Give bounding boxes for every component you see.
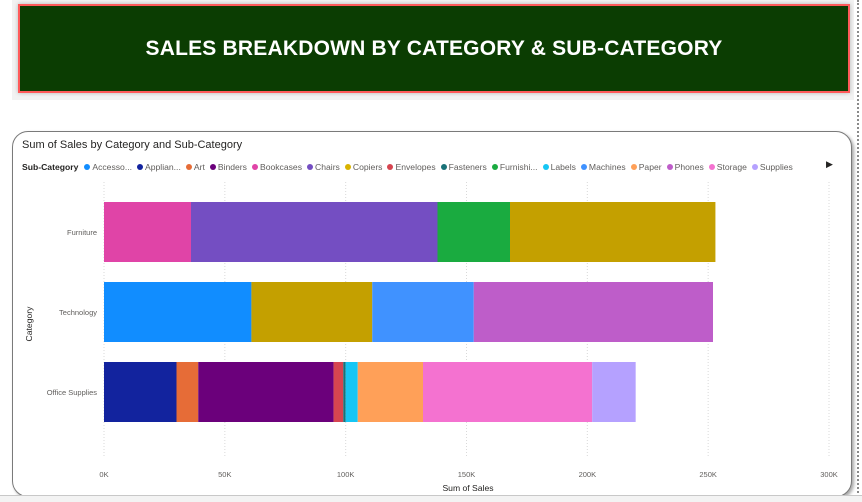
legend-item[interactable]: Paper — [630, 162, 662, 172]
legend-swatch — [708, 164, 715, 170]
legend-label: Fasteners — [448, 162, 487, 172]
legend-swatch — [387, 164, 394, 170]
legend-label: Paper — [638, 162, 662, 172]
bar-segment[interactable] — [333, 362, 344, 422]
y-tick-label: Furniture — [67, 228, 97, 237]
legend-swatch — [137, 164, 143, 170]
x-tick-label: 50K — [218, 470, 231, 479]
legend-swatch — [440, 164, 447, 170]
legend-label: Applian... — [145, 162, 181, 172]
legend-swatch — [751, 164, 758, 170]
x-axis-title: Sum of Sales — [442, 483, 493, 493]
legend-label: Binders — [217, 162, 247, 172]
bar-segment[interactable] — [372, 282, 474, 342]
legend-label: Bookcases — [259, 162, 303, 172]
bar-segment[interactable] — [104, 362, 177, 422]
legend-item[interactable]: Accesso... — [84, 162, 132, 172]
bar-segment[interactable] — [176, 362, 199, 422]
bar-segment[interactable] — [423, 362, 593, 422]
bar-segment[interactable] — [510, 202, 716, 262]
legend-item[interactable]: Storage — [708, 162, 747, 172]
x-tick-label: 200K — [579, 470, 597, 479]
legend-item[interactable]: Labels — [542, 162, 576, 172]
bar-segment[interactable] — [473, 282, 713, 342]
legend-label: Art — [193, 162, 205, 172]
y-axis-title: Category — [24, 306, 34, 342]
bar-segment[interactable] — [345, 362, 358, 422]
chart-title: Sum of Sales by Category and Sub-Categor… — [22, 139, 243, 151]
legend-item[interactable]: Bookcases — [251, 162, 303, 172]
legend-label: Copiers — [352, 162, 383, 172]
legend-swatch — [630, 164, 637, 170]
bar-segment[interactable] — [198, 362, 334, 422]
x-tick-label: 300K — [820, 470, 838, 479]
legend-label: Chairs — [315, 162, 340, 172]
legend-item[interactable]: Applian... — [137, 162, 181, 172]
legend-next-icon[interactable]: ▶ — [826, 159, 833, 169]
legend-swatch — [209, 164, 216, 170]
legend-swatch — [542, 164, 549, 170]
bar-segment[interactable] — [437, 202, 511, 262]
legend-swatch — [251, 164, 258, 170]
bar-segment[interactable] — [343, 362, 346, 422]
bottom-divider — [0, 495, 862, 502]
legend-label: Accesso... — [92, 162, 132, 172]
report-title: SALES BREAKDOWN BY CATEGORY & SUB-CATEGO… — [145, 36, 723, 60]
bar-segment[interactable] — [357, 362, 423, 422]
legend-label: Machines — [588, 162, 626, 172]
legend-swatch — [185, 164, 192, 170]
legend-item[interactable]: Fasteners — [440, 162, 487, 172]
legend-item[interactable]: Phones — [666, 162, 704, 172]
legend-swatch — [307, 164, 314, 170]
bar-segment[interactable] — [104, 282, 252, 342]
legend-item[interactable]: Machines — [580, 162, 626, 172]
bar-segment[interactable] — [104, 202, 191, 262]
legend-swatch — [491, 164, 498, 170]
legend-swatch — [344, 164, 351, 170]
x-tick-label: 100K — [337, 470, 355, 479]
legend-label: Labels — [550, 162, 576, 172]
legend-label: Supplies — [759, 162, 793, 172]
legend-item[interactable]: Art — [185, 162, 205, 172]
x-tick-label: 150K — [458, 470, 476, 479]
legend-label: Envelopes — [395, 162, 436, 172]
y-tick-label: Office Supplies — [47, 388, 98, 397]
bar-segment[interactable] — [592, 362, 636, 422]
legend-label: Furnishi... — [499, 162, 538, 172]
legend-item[interactable]: Furnishi... — [491, 162, 538, 172]
legend-item[interactable]: Binders — [209, 162, 247, 172]
y-tick-label: Technology — [59, 308, 97, 317]
legend-item[interactable]: Copiers — [344, 162, 383, 172]
legend-item[interactable]: Supplies — [751, 162, 793, 172]
x-tick-label: 250K — [699, 470, 717, 479]
legend-label: Phones — [674, 162, 704, 172]
legend-label: Storage — [716, 162, 747, 172]
bar-segment[interactable] — [191, 202, 438, 262]
page-border-dotted — [857, 0, 859, 501]
title-banner: SALES BREAKDOWN BY CATEGORY & SUB-CATEGO… — [18, 4, 850, 93]
legend-swatch — [580, 164, 587, 170]
legend-swatch — [666, 164, 673, 170]
bar-segment[interactable] — [251, 282, 373, 342]
legend-item[interactable]: Envelopes — [387, 162, 436, 172]
chart-legend[interactable]: Sub-Category Accesso... Applian... Art Bind… — [22, 160, 798, 174]
legend-item[interactable]: Chairs — [307, 162, 340, 172]
legend-swatch — [84, 164, 91, 170]
x-tick-label: 0K — [99, 470, 108, 479]
legend-title: Sub-Category — [22, 162, 79, 172]
